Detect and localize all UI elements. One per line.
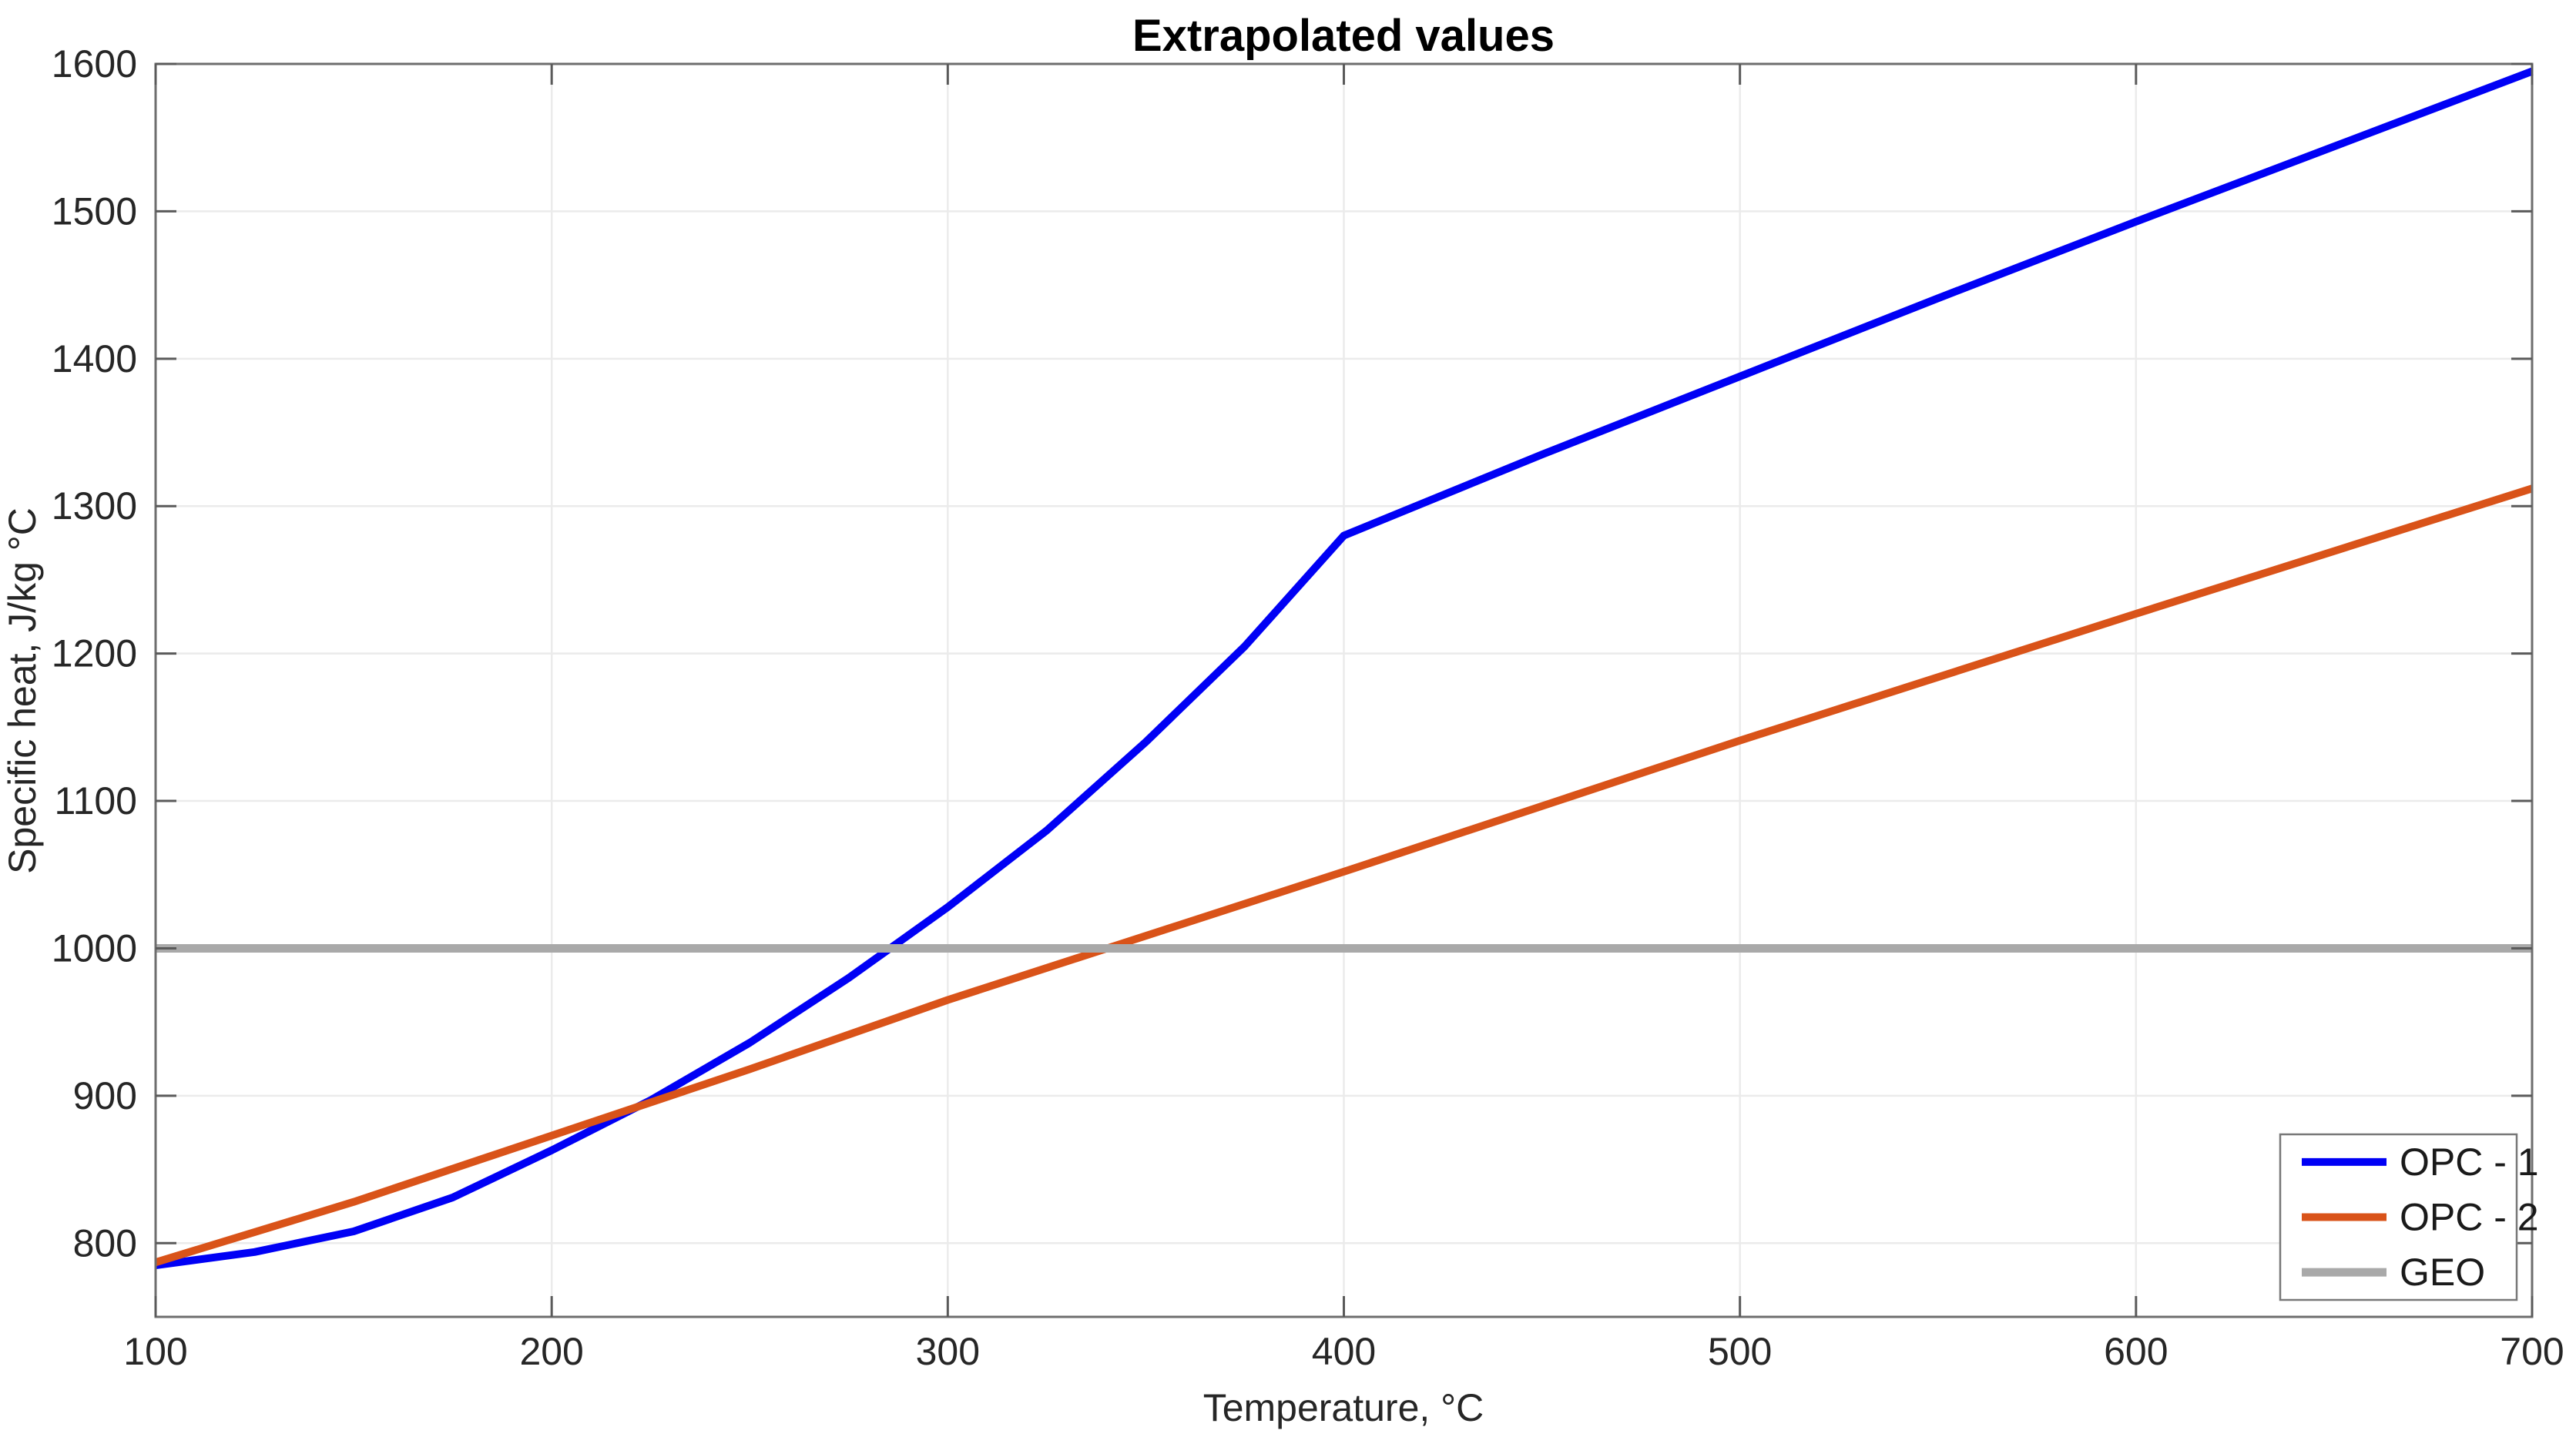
y-tick-label: 1500 [52, 189, 137, 233]
series-line-opc-1 [155, 67, 2534, 1269]
plot-render-root: 100 200 300 400 500 600 700 800 900 1000 1100 1200 1… [52, 42, 2564, 1373]
x-tick-label: 200 [519, 1330, 583, 1373]
y-tick-label: 1000 [52, 926, 137, 970]
y-tick-label: 900 [73, 1074, 137, 1117]
legend-label: OPC - 2 [2400, 1196, 2539, 1239]
x-axis-label: Temperature, °C [1203, 1386, 1484, 1429]
x-tick-label: 100 [123, 1330, 187, 1373]
y-axis-label: Specific heat, J/kg °C [1, 507, 44, 874]
legend-label: OPC - 1 [2400, 1141, 2539, 1184]
y-tick-label: 1100 [54, 779, 137, 822]
legend-label: GEO [2400, 1251, 2485, 1294]
y-tick-label: 1600 [52, 42, 137, 85]
series-line-opc-2 [154, 484, 2534, 1266]
chart-title: Extrapolated values [1132, 11, 1555, 61]
y-tick-label: 800 [73, 1221, 137, 1264]
x-tick-label: 300 [916, 1330, 980, 1373]
y-tick-label: 1300 [52, 484, 137, 528]
x-tick-label: 500 [1708, 1330, 1772, 1373]
x-tick-label: 700 [2500, 1330, 2564, 1373]
y-tick-label: 1400 [52, 337, 137, 380]
x-tick-label: 600 [2104, 1330, 2168, 1373]
x-tick-label: 400 [1312, 1330, 1376, 1373]
y-tick-label: 1200 [52, 632, 137, 675]
